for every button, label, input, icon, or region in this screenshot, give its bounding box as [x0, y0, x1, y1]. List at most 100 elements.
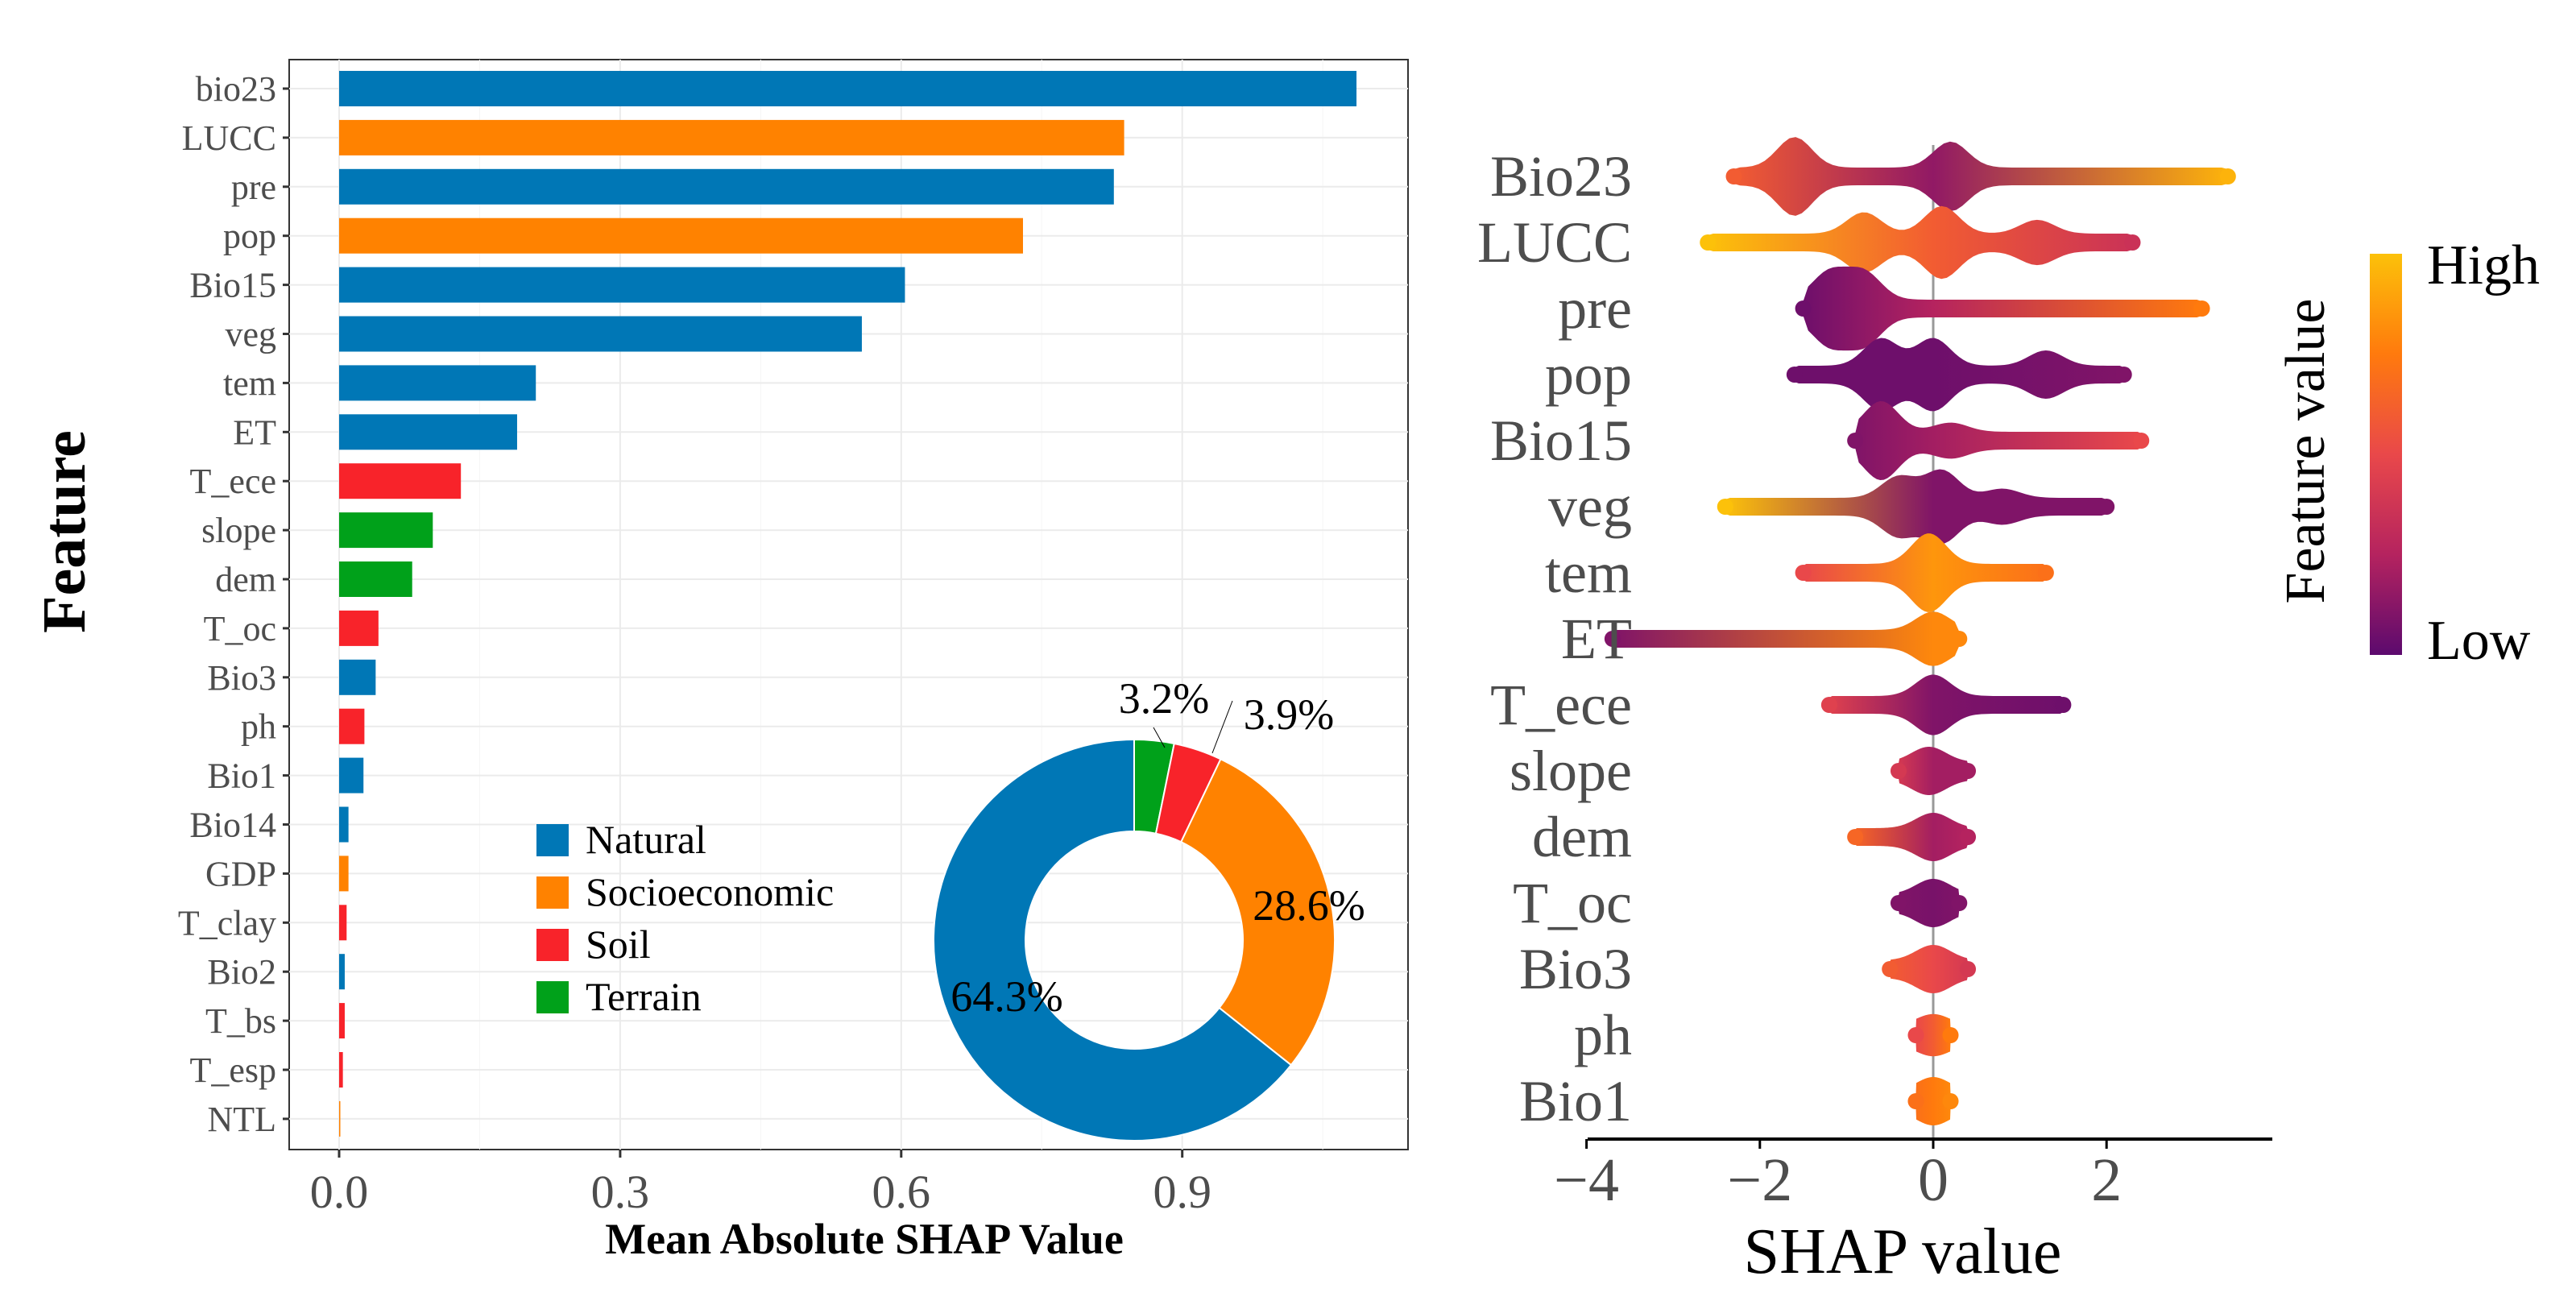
legend-label: Soil: [586, 922, 651, 967]
beeswarm-point: [1907, 1093, 1924, 1109]
y-tick-label: T_oc: [204, 609, 276, 648]
x-tick-label: 0.9: [1153, 1166, 1211, 1218]
donut-slice-socioeconomic: [1179, 758, 1336, 1067]
beeswarm-point: [1960, 763, 1977, 779]
feature-label: pop: [1545, 342, 1632, 407]
bar-Bio2: [339, 954, 345, 990]
feature-label: ET: [1561, 607, 1632, 671]
beeswarm-point: [1960, 829, 1977, 845]
beeswarm-ET: [1612, 611, 1960, 666]
beeswarm-veg: [1725, 469, 2107, 545]
bar-ph: [339, 708, 365, 744]
bar-dem: [339, 561, 412, 597]
x-tick-label: 0.6: [872, 1166, 931, 1218]
beeswarm-point: [2037, 565, 2054, 581]
x-tick-label: 0.3: [591, 1166, 650, 1218]
beeswarm-pre: [1803, 266, 2202, 351]
beeswarm-point: [1942, 1027, 1959, 1043]
beeswarm-point: [1907, 1027, 1924, 1043]
y-tick-label: tem: [223, 363, 276, 403]
legend-swatch-natural: [536, 824, 569, 856]
x-axis-title: Mean Absolute SHAP Value: [605, 1215, 1124, 1263]
beeswarm-ph: [1915, 1013, 1951, 1057]
beeswarm-point: [2055, 697, 2072, 713]
feature-label: veg: [1548, 474, 1632, 539]
y-tick-label: T_esp: [189, 1050, 276, 1090]
leader-line-terrain: [1153, 727, 1166, 748]
colorbar-title: Feature value: [2275, 299, 2337, 604]
beeswarm-slope: [1898, 747, 1969, 795]
bar-pop: [339, 218, 1023, 254]
bar-Bio15: [339, 267, 905, 303]
feature-label: T_ece: [1490, 673, 1632, 737]
beeswarm-point: [1700, 234, 1717, 251]
legend-swatch-soil: [536, 929, 569, 961]
donut-label: 3.2%: [1119, 674, 1209, 723]
legend-label: Natural: [586, 817, 706, 862]
bar-ET: [339, 414, 517, 450]
beeswarm-point: [2133, 433, 2150, 449]
beeswarm-point: [1847, 829, 1864, 845]
x-tick-label: 0.0: [310, 1166, 369, 1218]
beeswarm-pop: [1794, 338, 2124, 412]
beeswarm-point: [1960, 961, 1977, 977]
bar-veg: [339, 316, 862, 352]
beeswarm-point: [1847, 433, 1864, 449]
feature-label: Bio23: [1490, 144, 1632, 209]
beeswarm-dem: [1855, 813, 1969, 861]
bar-T_bs: [339, 1003, 345, 1039]
beeswarm-point: [1795, 565, 1812, 581]
bar-pre: [339, 168, 1114, 205]
beeswarm-point: [1795, 300, 1812, 317]
beeswarm-point: [1786, 367, 1803, 383]
beeswarm-point: [2193, 300, 2210, 317]
bar-GDP: [339, 856, 349, 892]
donut-slice-natural: [933, 738, 1293, 1141]
y-tick-label: Bio3: [207, 658, 276, 698]
feature-label: slope: [1510, 739, 1632, 803]
x-tick-label: −2: [1727, 1146, 1792, 1214]
legend-swatch-terrain: [536, 981, 569, 1013]
beeswarm-point: [1604, 631, 1621, 647]
bar-T_esp: [339, 1052, 343, 1088]
bar-T_ece: [339, 463, 462, 499]
beeswarm-point: [2219, 168, 2236, 184]
donut-label: 3.9%: [1244, 690, 1334, 739]
beeswarm-point: [1951, 895, 1968, 911]
donut-chart: 3.2% 3.9% 28.6% 64.3%: [933, 674, 1365, 1141]
legend-swatch-socioeconomic: [536, 876, 569, 909]
beeswarm-Bio3: [1890, 945, 1969, 993]
beeswarm-point: [2124, 234, 2141, 251]
feature-label: Bio3: [1519, 937, 1632, 1001]
legend-label: Socioeconomic: [586, 869, 834, 914]
beeswarm-point: [2115, 367, 2132, 383]
beeswarm-Bio23: [1733, 137, 2228, 216]
donut-label: 28.6%: [1253, 881, 1365, 930]
feature-label: Bio15: [1490, 408, 1632, 473]
y-tick-label: veg: [225, 315, 276, 354]
beeswarm-point: [1725, 168, 1742, 184]
feature-label: T_oc: [1513, 871, 1632, 935]
y-tick-label: Bio14: [189, 806, 276, 845]
donut-label: 64.3%: [950, 972, 1062, 1021]
feature-label: LUCC: [1477, 210, 1632, 275]
y-tick-label: T_bs: [205, 1001, 276, 1041]
colorbar-gradient: [2370, 254, 2402, 655]
x-tick-label: 2: [2091, 1146, 2122, 1214]
beeswarm-point: [1951, 631, 1968, 647]
bar-NTL: [339, 1100, 341, 1137]
y-tick-label: Bio15: [189, 266, 276, 305]
y-tick-label: slope: [201, 511, 276, 550]
bar-T_oc: [339, 610, 379, 646]
x-tick-label: 0: [1918, 1146, 1949, 1214]
bar-Bio3: [339, 659, 376, 695]
y-tick-label: pop: [223, 217, 276, 256]
beeswarm-point: [1882, 961, 1899, 977]
bar-slope: [339, 512, 433, 549]
beeswarm-tem: [1803, 533, 2046, 612]
y-tick-label: LUCC: [182, 118, 276, 158]
beeswarm-point: [1890, 763, 1907, 779]
feature-label: Bio1: [1519, 1069, 1632, 1133]
y-tick-label: T_ece: [190, 462, 276, 501]
y-tick-label: ph: [241, 707, 276, 747]
